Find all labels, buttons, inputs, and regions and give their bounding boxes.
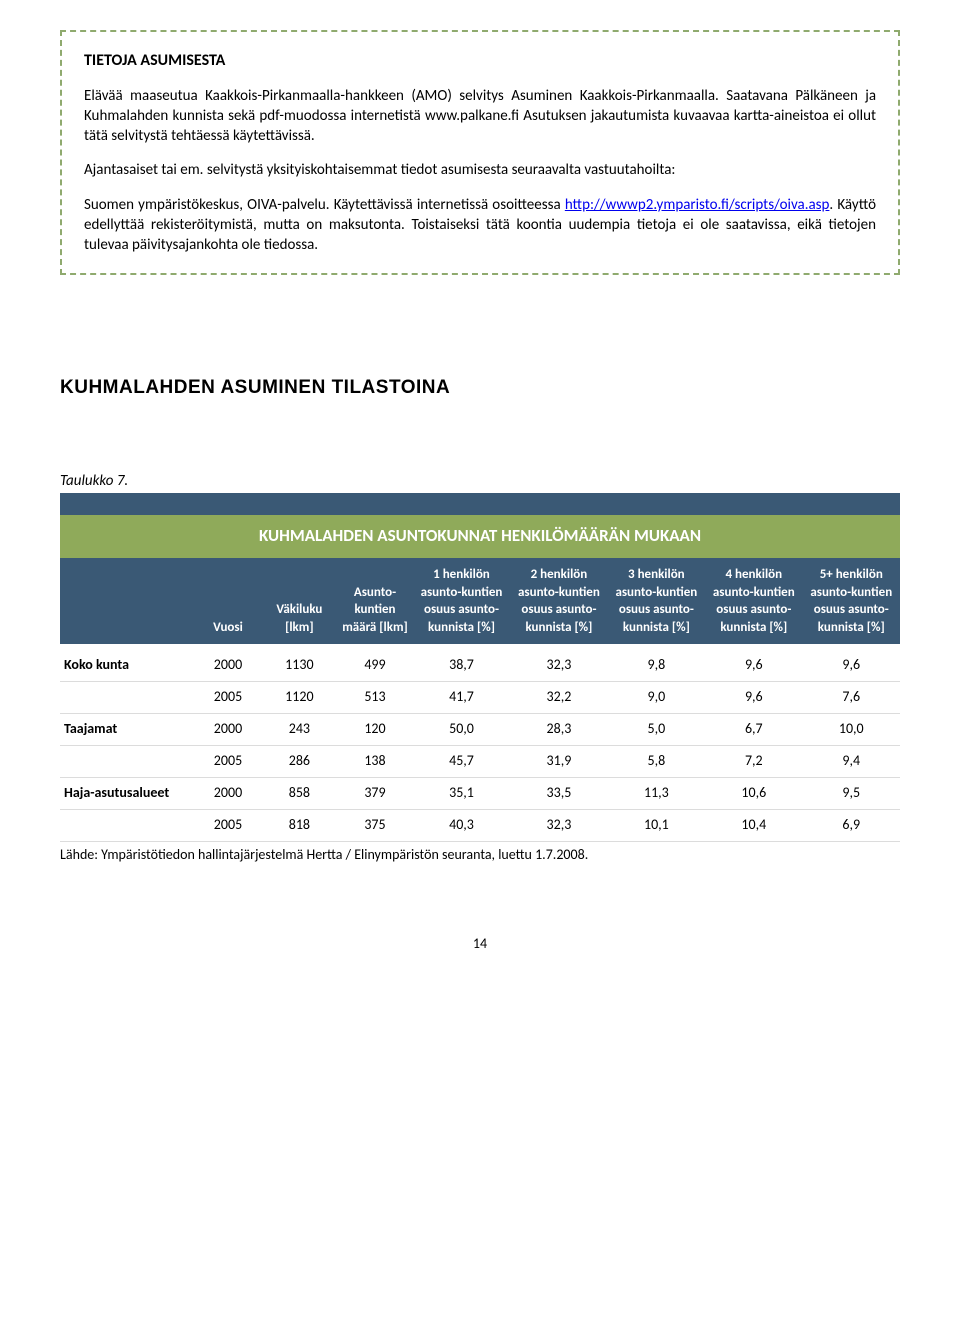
cell: 10,4: [705, 809, 802, 841]
cell: 138: [337, 746, 413, 778]
cell: 243: [262, 714, 338, 746]
cell: 31,9: [510, 746, 607, 778]
cell: 5,8: [608, 746, 705, 778]
cell: 10,1: [608, 809, 705, 841]
cell: 45,7: [413, 746, 510, 778]
cell: 2005: [194, 682, 261, 714]
cell: 50,0: [413, 714, 510, 746]
header-2h: 2 henkilön asunto-kuntien osuus asunto-k…: [510, 558, 607, 644]
cell: 32,2: [510, 682, 607, 714]
row-label: Koko kunta: [60, 650, 194, 681]
info-paragraph-2: Ajantasaiset tai em. selvitystä yksityis…: [84, 160, 876, 180]
cell: 9,5: [803, 777, 900, 809]
cell: 513: [337, 682, 413, 714]
cell: 9,4: [803, 746, 900, 778]
cell: 1130: [262, 650, 338, 681]
cell: 6,7: [705, 714, 802, 746]
source-note: Lähde: Ympäristötiedon hallintajärjestel…: [60, 846, 900, 865]
table-header-row: Vuosi Väkiluku [lkm] Asunto-kuntien määr…: [60, 558, 900, 644]
oiva-link[interactable]: http://wwwp2.ymparisto.fi/scripts/oiva.a…: [565, 196, 830, 214]
cell: 375: [337, 809, 413, 841]
table-row: Taajamat 2000 243 120 50,0 28,3 5,0 6,7 …: [60, 714, 900, 746]
header-1h: 1 henkilön asunto-kuntien osuus asunto-k…: [413, 558, 510, 644]
table-row: 2005 818 375 40,3 32,3 10,1 10,4 6,9: [60, 809, 900, 841]
info-paragraph-1: Elävää maaseutua Kaakkois-Pirkanmaalla-h…: [84, 86, 876, 147]
cell: 2005: [194, 809, 261, 841]
header-vuosi: Vuosi: [194, 558, 261, 644]
cell: 11,3: [608, 777, 705, 809]
header-asuntokuntien: Asunto-kuntien määrä [lkm]: [337, 558, 413, 644]
cell: 35,1: [413, 777, 510, 809]
cell: 10,0: [803, 714, 900, 746]
cell: 9,6: [705, 650, 802, 681]
header-4h: 4 henkilön asunto-kuntien osuus asunto-k…: [705, 558, 802, 644]
cell: 38,7: [413, 650, 510, 681]
cell: 9,0: [608, 682, 705, 714]
cell: 32,3: [510, 650, 607, 681]
cell: 9,6: [803, 650, 900, 681]
cell: 499: [337, 650, 413, 681]
row-label: Taajamat: [60, 714, 194, 746]
cell: 858: [262, 777, 338, 809]
info-p3-a: Suomen ympäristökeskus, OIVA-palvelu. Kä…: [84, 196, 565, 214]
cell: 818: [262, 809, 338, 841]
row-label: [60, 746, 194, 778]
info-paragraph-3: Suomen ympäristökeskus, OIVA-palvelu. Kä…: [84, 195, 876, 256]
cell: 33,5: [510, 777, 607, 809]
cell: 379: [337, 777, 413, 809]
cell: 10,6: [705, 777, 802, 809]
cell: 2000: [194, 650, 261, 681]
cell: 5,0: [608, 714, 705, 746]
row-label: Haja-asutusalueet: [60, 777, 194, 809]
info-title: TIETOJA ASUMISESTA: [84, 50, 876, 72]
cell: 1120: [262, 682, 338, 714]
cell: 286: [262, 746, 338, 778]
row-label: [60, 682, 194, 714]
table-caption: Taulukko 7.: [60, 471, 900, 491]
cell: 9,8: [608, 650, 705, 681]
cell: 120: [337, 714, 413, 746]
cell: 7,2: [705, 746, 802, 778]
table-row: 2005 1120 513 41,7 32,2 9,0 9,6 7,6: [60, 682, 900, 714]
cell: 40,3: [413, 809, 510, 841]
title-row-top: [60, 493, 900, 515]
cell: 2005: [194, 746, 261, 778]
cell: 7,6: [803, 682, 900, 714]
page-number: 14: [60, 935, 900, 954]
row-label: [60, 809, 194, 841]
cell: 6,9: [803, 809, 900, 841]
data-table: KUHMALAHDEN ASUNTOKUNNAT HENKILÖMÄÄRÄN M…: [60, 493, 900, 841]
table-row: Koko kunta 2000 1130 499 38,7 32,3 9,8 9…: [60, 650, 900, 681]
header-5h: 5+ henkilön asunto-kuntien osuus asunto-…: [803, 558, 900, 644]
header-3h: 3 henkilön asunto-kuntien osuus asunto-k…: [608, 558, 705, 644]
cell: 2000: [194, 777, 261, 809]
header-vakiluku: Väkiluku [lkm]: [262, 558, 338, 644]
section-heading: KUHMALAHDEN ASUMINEN TILASTOINA: [60, 375, 900, 401]
table-row: 2005 286 138 45,7 31,9 5,8 7,2 9,4: [60, 746, 900, 778]
table-title: KUHMALAHDEN ASUNTOKUNNAT HENKILÖMÄÄRÄN M…: [60, 515, 900, 558]
cell: 9,6: [705, 682, 802, 714]
cell: 2000: [194, 714, 261, 746]
header-blank: [60, 558, 194, 644]
cell: 28,3: [510, 714, 607, 746]
cell: 32,3: [510, 809, 607, 841]
cell: 41,7: [413, 682, 510, 714]
table-title-row: KUHMALAHDEN ASUNTOKUNNAT HENKILÖMÄÄRÄN M…: [60, 515, 900, 558]
info-box: TIETOJA ASUMISESTA Elävää maaseutua Kaak…: [60, 30, 900, 275]
table-row: Haja-asutusalueet 2000 858 379 35,1 33,5…: [60, 777, 900, 809]
